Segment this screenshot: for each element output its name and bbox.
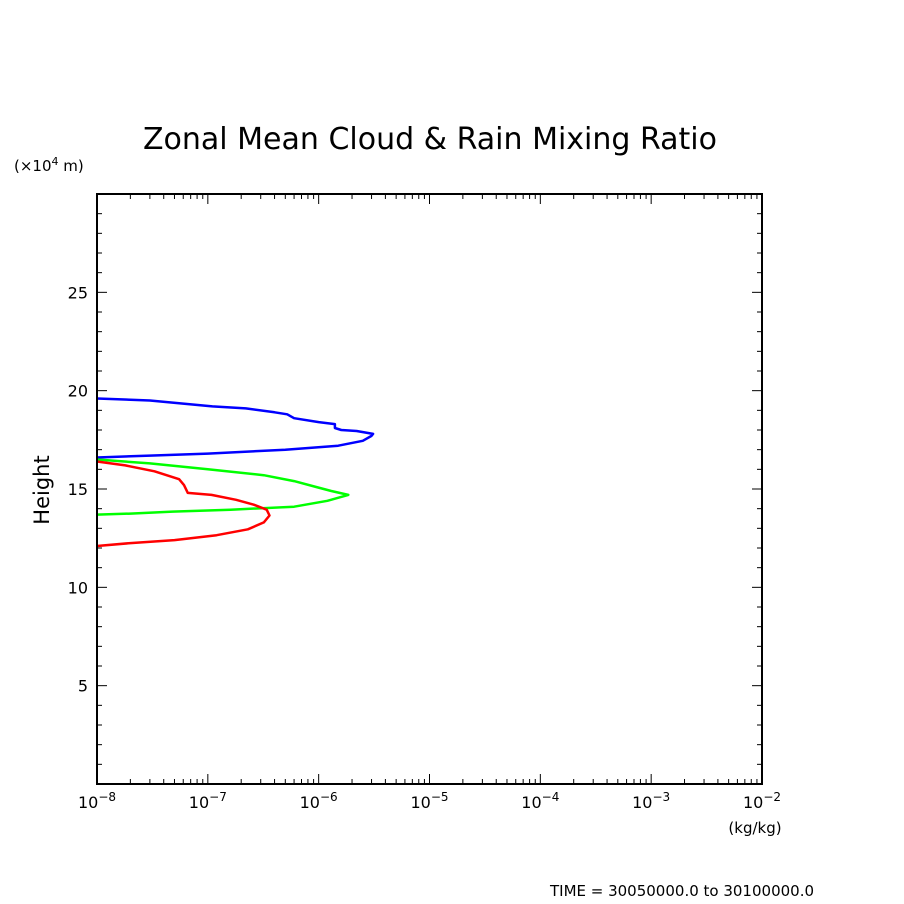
axis-ticks [97,194,762,784]
plot-frame [96,193,763,785]
x-tick-label: 10−3 [632,790,670,812]
x-axis-label: (kg/kg) [728,819,781,837]
x-tick-labels: 10−8 10−7 10−6 10−5 10−4 10−3 10−2 [78,790,781,812]
x-tick-label: 10−4 [521,790,559,812]
y-tick-label: 10 [68,578,88,597]
x-tick-label: 10−2 [743,790,781,812]
time-footer: TIME = 30050000.0 to 30100000.0 [549,882,814,900]
y-axis-label: Height [30,455,54,524]
y-unit-label: (×104 m) [14,155,84,175]
chart-title: Zonal Mean Cloud & Rain Mixing Ratio [143,122,717,157]
series-line-2 [96,458,350,516]
y-tick-label: 20 [68,382,88,401]
y-tick-label: 5 [78,677,88,696]
x-tick-label: 10−6 [300,790,338,812]
x-tick-label: 10−8 [78,790,116,812]
series-lines [96,397,375,548]
x-tick-label: 10−7 [189,790,227,812]
series-line-1 [96,397,375,459]
y-tick-label: 25 [68,283,88,302]
series-line-3 [96,460,271,548]
x-tick-label: 10−5 [410,790,448,812]
y-tick-labels: 5 10 15 20 25 [68,283,88,695]
y-tick-label: 15 [68,480,88,499]
